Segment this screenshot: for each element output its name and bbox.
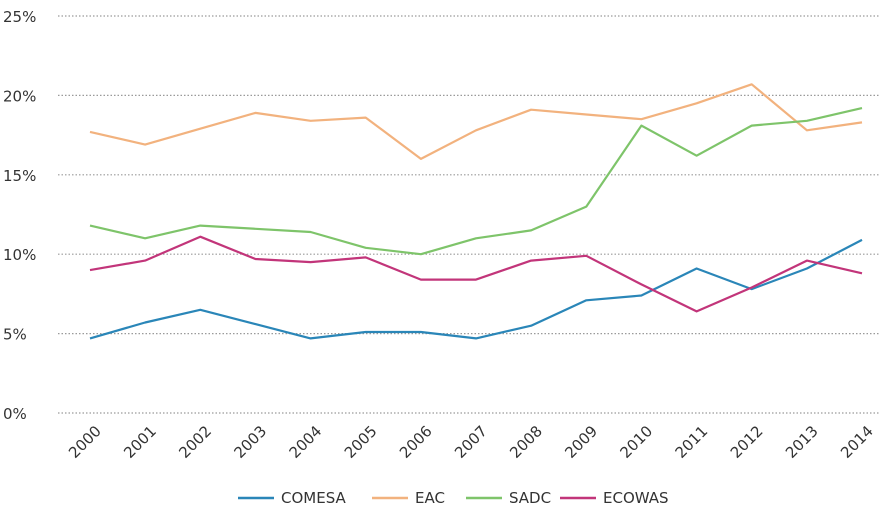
- x-tick-label: 2000: [65, 422, 105, 462]
- x-tick-label: 2005: [341, 422, 381, 462]
- legend-label-comesa: COMESA: [281, 489, 346, 507]
- x-tick-label: 2004: [286, 422, 326, 462]
- x-tick-label: 2006: [396, 422, 436, 462]
- x-tick-label: 2003: [231, 422, 271, 462]
- legend-label-eac: EAC: [415, 489, 445, 507]
- y-tick-label: 20%: [3, 87, 36, 105]
- x-tick-label: 2013: [782, 422, 822, 462]
- x-tick-label: 2002: [175, 422, 215, 462]
- x-tick-label: 2007: [451, 422, 491, 462]
- legend-label-sadc: SADC: [509, 489, 551, 507]
- x-tick-label: 2012: [727, 422, 767, 462]
- x-tick-label: 2010: [617, 422, 657, 462]
- grid-lines: [58, 15, 880, 414]
- x-axis-ticks: 2000 2001 2002 2003 2004 2005 2006 2007 2008 2009…: [65, 422, 877, 462]
- y-tick-label: 10%: [3, 246, 36, 264]
- x-tick-label: 2009: [561, 422, 601, 462]
- legend-label-ecowas: ECOWAS: [603, 489, 669, 507]
- series-line-sadc: [89, 107, 863, 256]
- series-lines: [89, 83, 863, 340]
- y-axis-ticks: 0% 5% 10% 15% 20% 25%: [3, 8, 36, 423]
- y-tick-label: 5%: [3, 326, 27, 344]
- series-line-comesa: [89, 238, 863, 340]
- series-line-ecowas: [89, 235, 863, 313]
- y-tick-label: 0%: [3, 405, 27, 423]
- y-tick-label: 25%: [3, 8, 36, 26]
- x-tick-label: 2011: [672, 422, 712, 462]
- y-tick-label: 15%: [3, 167, 36, 185]
- x-tick-label: 2008: [506, 422, 546, 462]
- x-tick-label: 2001: [120, 422, 160, 462]
- x-tick-label: 2014: [837, 422, 877, 462]
- series-line-eac: [89, 83, 863, 160]
- legend: COMESA EAC SADC ECOWAS: [238, 489, 669, 507]
